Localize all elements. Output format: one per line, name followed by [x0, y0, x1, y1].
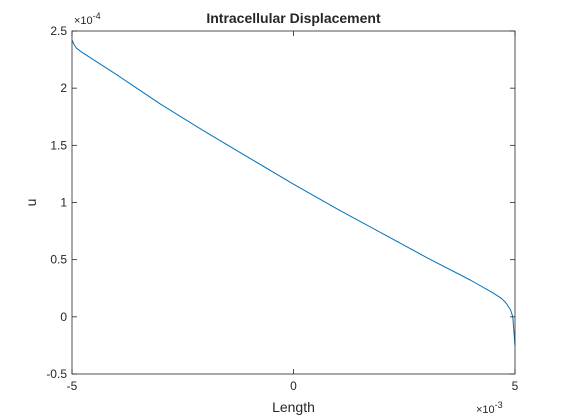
y-tick-label: 0.5 [50, 253, 67, 267]
y-tick-label: 1 [60, 196, 67, 210]
y-tick-label: 0 [60, 310, 67, 324]
x-tick-label: 5 [512, 379, 519, 393]
y-tick-label: 2.5 [50, 24, 67, 38]
chart-title: Intracellular Displacement [206, 10, 381, 26]
x-axis-label: Length [272, 399, 315, 415]
y-exponent-power: -4 [93, 11, 101, 21]
axes-background [72, 31, 515, 374]
x-tick-label: -5 [67, 379, 78, 393]
y-tick-label: 1.5 [50, 138, 67, 152]
y-axis-label: u [23, 199, 39, 207]
x-exponent-base: ×10 [476, 404, 495, 416]
x-exponent-power: -3 [495, 400, 503, 410]
y-tick-label: -0.5 [46, 367, 67, 381]
y-tick-label: 2 [60, 81, 67, 95]
x-tick-label: 0 [290, 379, 297, 393]
y-exponent-base: ×10 [74, 15, 93, 27]
